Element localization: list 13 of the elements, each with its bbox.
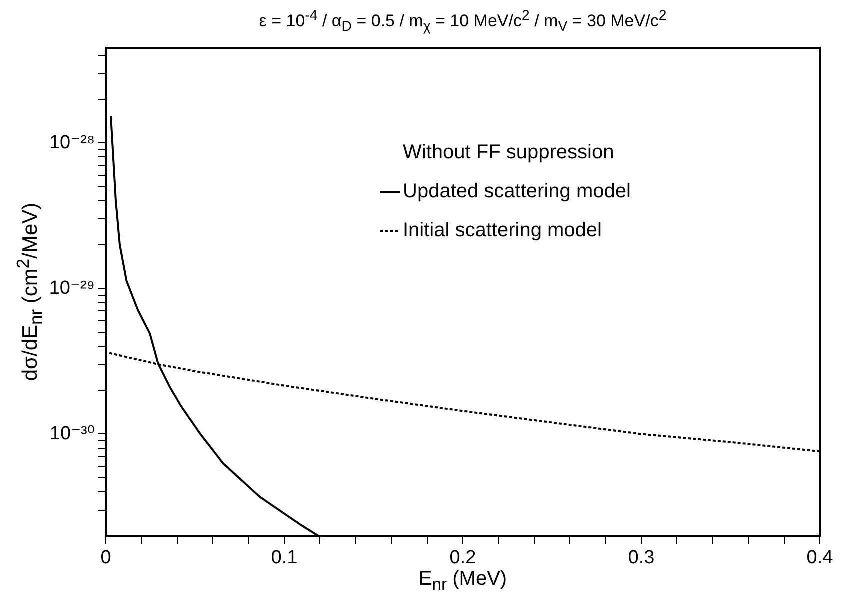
legend-label: Updated scattering model	[403, 180, 631, 203]
y-tick-label: 10⁻³⁰	[50, 423, 95, 444]
x-tick-label: 0.3	[628, 548, 655, 569]
x-tick-label: 0.4	[806, 548, 834, 569]
x-tick-label: 0.1	[271, 548, 298, 569]
x-tick-label: 0.2	[450, 548, 476, 569]
x-axis-title: E$_{nr}$ (MeV)	[418, 568, 508, 596]
y-tick-label: 10⁻²⁸	[49, 132, 95, 154]
legend-label: Initial scattering model	[403, 220, 602, 242]
legend-title: Without FF suppression	[403, 142, 614, 164]
x-tick-label: 0	[100, 548, 112, 569]
chart-title: ε = 10$^{-4}$ / α$_{D}$ = 0.5 / m$_{χ}$ = 10 MeV/c$^{2}$ / m$_{V}$ = 30 MeV/c$^{2}$	[259, 8, 667, 36]
y-tick-label: 10⁻²⁹	[49, 278, 95, 299]
